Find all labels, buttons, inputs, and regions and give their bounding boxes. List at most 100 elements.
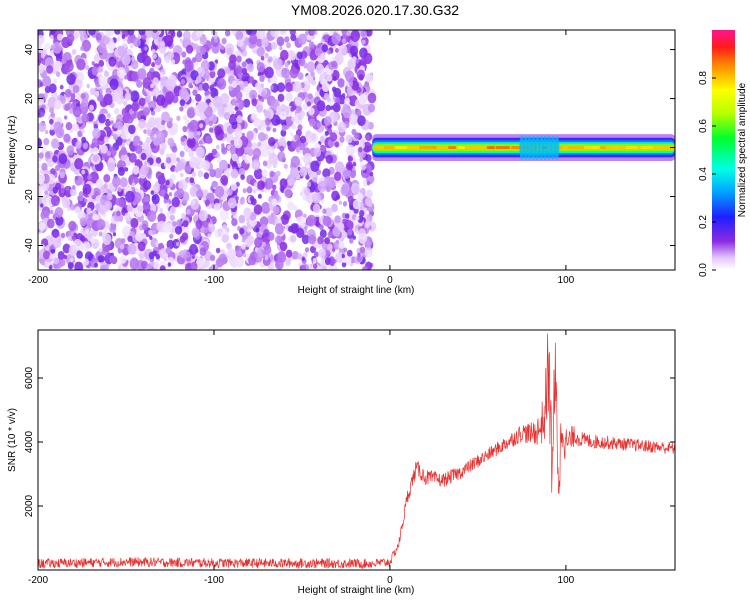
noise-blob [284, 36, 290, 43]
noise-blob [287, 177, 294, 186]
noise-blob [76, 250, 83, 259]
noise-blob [250, 198, 257, 206]
noise-blob [81, 128, 85, 134]
noise-blob [103, 136, 109, 143]
noise-blob [209, 169, 217, 178]
band-perturbation [542, 135, 548, 160]
noise-blob [279, 145, 285, 152]
noise-blob [218, 43, 223, 49]
noise-blob [358, 146, 363, 153]
noise-blob [366, 214, 373, 222]
noise-blob [69, 257, 74, 263]
noise-blob [166, 40, 172, 47]
noise-blob [300, 264, 307, 270]
noise-blob [256, 46, 265, 57]
noise-blob [167, 262, 172, 267]
noise-blob [200, 46, 207, 55]
noise-blob [275, 170, 281, 177]
snr-x-ticks: -200 -100 0 100 [28, 330, 575, 586]
noise-blob [300, 135, 307, 144]
noise-blob [297, 124, 303, 131]
noise-blob [359, 246, 366, 254]
noise-blob [155, 130, 165, 143]
noise-blob [143, 129, 148, 135]
noise-blob [341, 38, 346, 44]
noise-blob [196, 189, 204, 199]
noise-blob [345, 70, 355, 83]
noise-blob [62, 243, 71, 254]
noise-blob [313, 147, 322, 157]
noise-blob [50, 168, 56, 176]
noise-blob [316, 100, 326, 112]
noise-blob [98, 42, 107, 54]
noise-blob [129, 44, 134, 49]
noise-blob [92, 154, 99, 163]
noise-blob [93, 53, 101, 63]
x-tick-label: -100 [204, 575, 224, 586]
noise-blob [123, 100, 127, 106]
noise-blob [236, 131, 242, 138]
noise-blob [52, 186, 59, 194]
noise-blob [274, 223, 284, 235]
noise-blob [49, 118, 54, 125]
noise-blob [160, 72, 164, 77]
noise-blob [306, 136, 313, 144]
noise-blob [331, 190, 340, 201]
noise-blob [278, 137, 286, 148]
noise-blob [342, 201, 348, 207]
y-tick-label: 40 [24, 44, 35, 56]
noise-blob [264, 117, 271, 126]
noise-blob [239, 198, 245, 205]
noise-blob [268, 152, 278, 165]
colorbar-tick-label: 0.8 [698, 71, 709, 85]
noise-blob [208, 127, 214, 133]
spectrogram-frame [37, 29, 676, 271]
noise-blob [248, 255, 257, 266]
noise-blob [38, 98, 45, 106]
noise-blob [179, 150, 185, 158]
noise-blob [350, 30, 360, 42]
noise-blob [222, 224, 227, 230]
noise-blob [359, 210, 365, 217]
noise-blob [210, 254, 216, 262]
noise-blob [81, 39, 92, 52]
noise-blob [152, 183, 160, 193]
noise-blob [281, 124, 287, 132]
noise-blob [98, 59, 105, 68]
noise-blob [94, 90, 100, 98]
noise-blob [273, 206, 280, 215]
noise-blob [188, 150, 195, 158]
noise-blob [38, 172, 45, 185]
snr-frame [37, 329, 676, 571]
band-perturbation [550, 135, 556, 160]
noise-blob [290, 166, 299, 178]
noise-blob [43, 137, 50, 146]
noise-blob [228, 60, 237, 70]
noise-blob [264, 255, 269, 261]
noise-blob [253, 182, 258, 187]
noise-blob [114, 108, 120, 115]
noise-blob [212, 95, 223, 108]
noise-blob [331, 60, 337, 68]
noise-blob [65, 186, 70, 191]
noise-blob [213, 168, 223, 179]
noise-blob [277, 151, 286, 162]
noise-blob [322, 208, 327, 214]
noise-blob [252, 148, 261, 159]
noise-blob [45, 245, 50, 251]
noise-blob [82, 241, 91, 252]
noise-blob [337, 78, 345, 88]
noise-blob [364, 221, 371, 229]
noise-blob [260, 55, 265, 61]
noise-blob [303, 152, 312, 164]
noise-blob [136, 79, 143, 88]
noise-blob [126, 204, 133, 213]
noise-blob [174, 225, 183, 235]
noise-blob [238, 168, 246, 177]
noise-blob [120, 146, 127, 154]
noise-blob [178, 87, 189, 100]
noise-blob [248, 33, 258, 45]
snr-panel: -200 -100 0 100 2000 4000 6000 Height of stra… [7, 329, 676, 596]
noise-blob [38, 162, 41, 169]
noise-blob [159, 208, 164, 213]
